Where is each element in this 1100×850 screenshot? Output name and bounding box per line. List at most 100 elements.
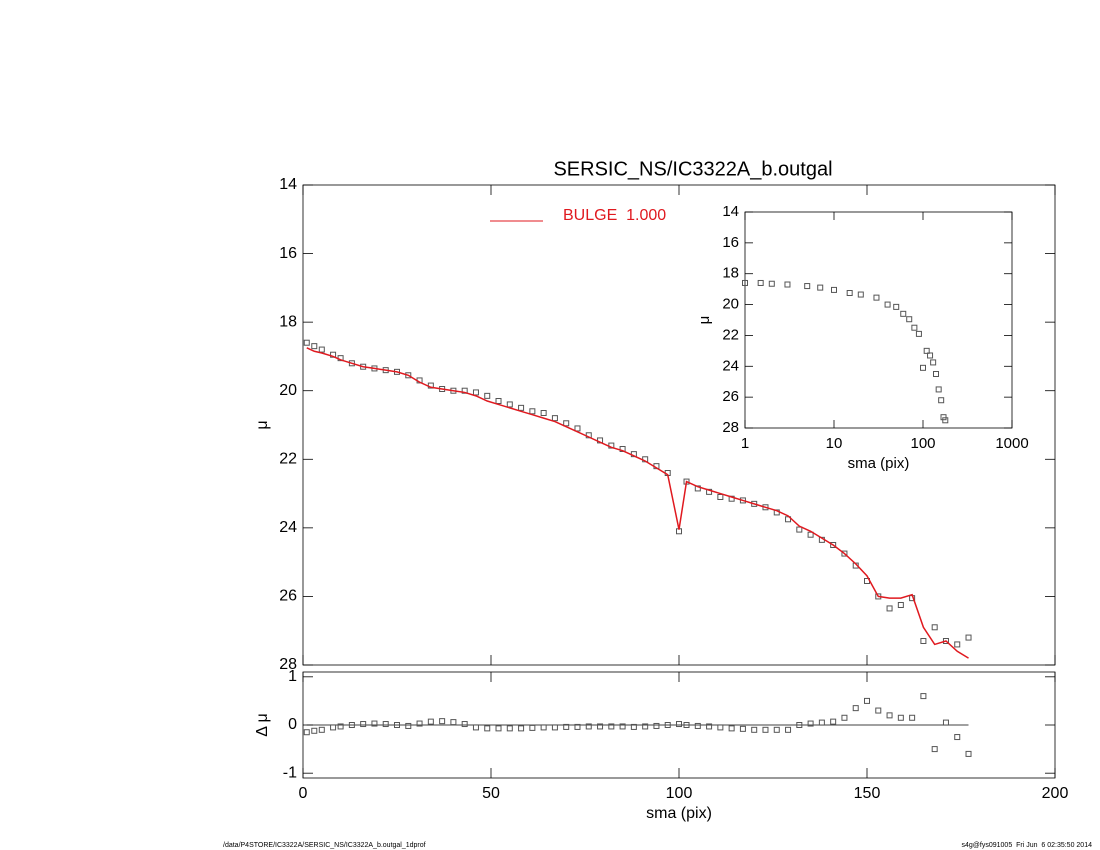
y-tick-label: 16 [279,245,297,262]
data-point [676,721,682,728]
data-point [540,410,547,416]
data-point [965,634,972,641]
data-point [642,723,649,730]
data-point [942,719,949,726]
data-point [405,722,412,729]
data-point [817,284,824,291]
data-point [773,726,780,733]
data-point [619,723,626,730]
y-tick-label: 22 [722,326,739,343]
y-tick-label: 16 [722,234,739,251]
data-point [461,721,468,728]
data-point [933,371,940,377]
data-point [830,718,837,725]
data-point [841,714,848,721]
y-tick-label: 28 [279,656,297,673]
data-point [495,725,502,732]
data-point [884,301,891,308]
data-point [920,364,926,371]
data-point [311,727,318,734]
data-point [728,725,735,732]
data-point [757,279,764,286]
data-point [875,707,882,714]
data-point [852,705,859,712]
data-point [864,697,870,704]
plot-frame [744,211,1013,429]
data-point [739,725,746,732]
data-point [923,347,930,354]
footer-left: /data/P4STORE/IC3322A/SERSIC_NS/IC3322A_… [223,842,426,849]
data-point [439,718,446,725]
data-point [563,723,570,730]
x-tick-label: 1000 [995,435,1028,452]
data-point [931,746,938,753]
data-point [495,398,502,404]
data-point [311,343,318,350]
data-point [796,722,803,728]
x-tick-label: 150 [854,785,881,802]
x-axis-label: sma (pix) [646,805,712,822]
data-point [683,722,690,728]
data-point [506,725,513,732]
y-tick-label: 26 [279,588,297,605]
y-axis-label: μ [696,316,713,325]
x-tick-label: 50 [482,785,500,802]
data-point [841,550,848,557]
data-point [706,723,713,730]
data-point [927,352,934,359]
x-tick-label: 100 [666,785,693,802]
data-point [893,303,900,310]
data-point [318,726,325,733]
data-point [585,723,592,730]
y-tick-label: 20 [722,296,739,313]
data-point [563,420,570,427]
data-point [337,723,344,730]
data-point [318,346,325,353]
data-point [597,723,604,730]
data-point [897,602,904,608]
data-point [807,531,814,538]
data-point [911,324,918,331]
x-tick-label: 200 [1042,785,1069,802]
plot-frame [302,184,1056,666]
y-tick-label: 14 [722,203,739,220]
data-point [954,734,961,741]
data-point [472,389,479,396]
x-tick-label: 1 [741,435,749,452]
chart-title: SERSIC_NS/IC3322A_b.outgal [553,158,832,180]
data-point [930,359,937,366]
footer-right: s4g@fys091005 Fri Jun 6 02:35:50 2014 [962,842,1093,849]
data-point [371,720,378,727]
data-point [940,414,947,421]
data-point [728,495,735,502]
data-point [330,724,337,731]
data-point [574,425,581,432]
data-point [484,725,491,732]
data-point [938,397,945,404]
data-point [664,722,671,728]
data-point [954,641,961,648]
y-tick-label: 18 [279,313,297,330]
model-line [306,347,969,659]
data-point [472,724,479,731]
data-point [920,693,927,700]
data-point [529,724,536,731]
y-tick-label: -1 [283,764,297,781]
data-point [653,722,660,729]
data-point [762,726,769,733]
data-point [818,719,825,726]
data-point [942,417,949,424]
data-point [909,714,916,721]
data-point [303,339,310,346]
data-point [873,294,880,301]
data-point [382,721,389,728]
data-point [717,494,724,500]
data-point [706,488,713,495]
data-point [348,722,355,728]
data-point [804,283,811,290]
y-tick-label: 28 [722,419,739,436]
data-point [450,719,457,726]
data-point [784,281,791,288]
data-point [394,722,400,728]
